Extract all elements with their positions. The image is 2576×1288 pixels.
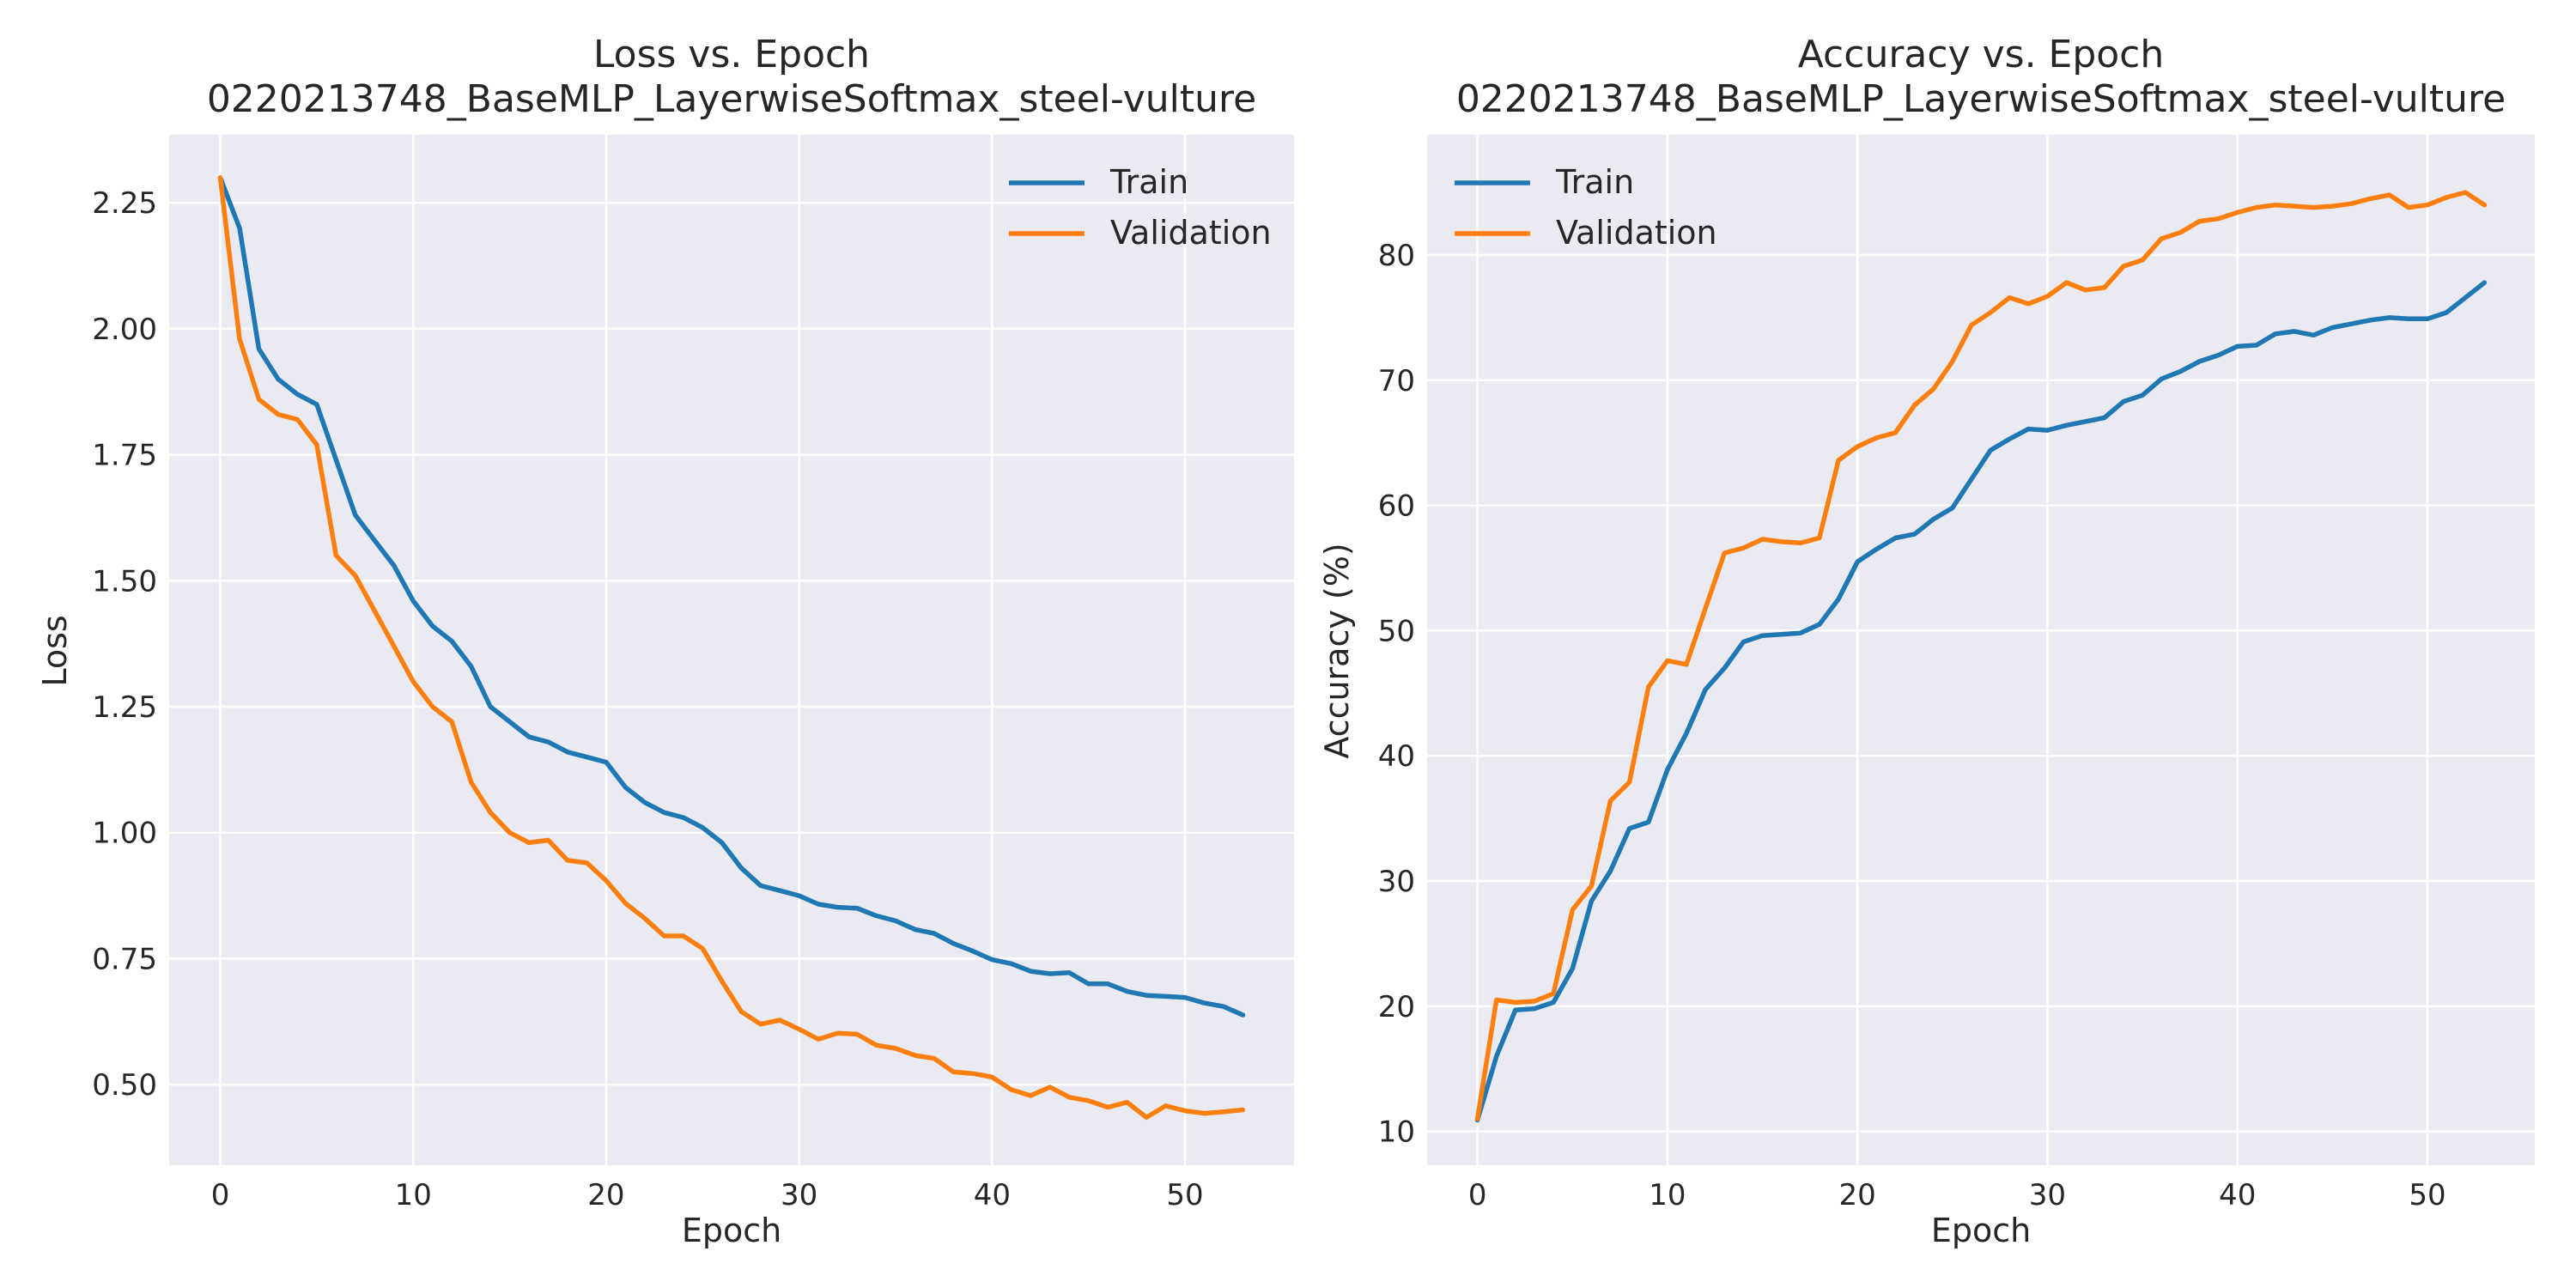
accuracy-chart-subtitle: 0220213748_BaseMLP_LayerwiseSoftmax_stee… — [1456, 77, 2506, 121]
loss-y-tick-label: 1.75 — [92, 439, 157, 473]
accuracy-x-tick-label: 10 — [1649, 1178, 1686, 1212]
accuracy-x-tick-label: 30 — [2029, 1178, 2066, 1212]
accuracy-y-tick-label: 10 — [1378, 1115, 1415, 1150]
loss-x-tick-label: 10 — [395, 1178, 432, 1212]
accuracy-plot-area — [1427, 135, 2535, 1165]
accuracy-chart-title: Accuracy vs. Epoch — [1798, 33, 2165, 76]
accuracy-legend: Train Validation — [1455, 163, 1717, 252]
accuracy-y-tick-label: 80 — [1378, 239, 1415, 273]
accuracy-series-line-validation — [1474, 190, 2488, 1121]
accuracy-y-tick-label: 20 — [1378, 990, 1415, 1024]
accuracy-legend-label-validation: Validation — [1556, 214, 1717, 252]
loss-chart-subtitle: 0220213748_BaseMLP_LayerwiseSoftmax_stee… — [207, 77, 1256, 121]
loss-legend-label-train: Train — [1109, 163, 1188, 201]
loss-y-tick-label: 1.25 — [92, 690, 157, 725]
loss-series-line-train — [217, 175, 1246, 1018]
accuracy-legend-label-train: Train — [1555, 163, 1634, 201]
accuracy-x-axis-label: Epoch — [1931, 1212, 2031, 1249]
loss-x-tick-label: 50 — [1166, 1178, 1203, 1212]
loss-plot-background — [169, 135, 1294, 1165]
loss-y-tick-label: 0.75 — [92, 942, 157, 976]
loss-x-tick-label: 0 — [211, 1178, 230, 1212]
accuracy-chart: Accuracy vs. Epoch 0220213748_BaseMLP_La… — [1318, 33, 2535, 1249]
loss-x-axis-label: Epoch — [682, 1212, 781, 1249]
accuracy-y-tick-label: 50 — [1378, 614, 1415, 648]
loss-legend-label-validation: Validation — [1110, 214, 1272, 252]
loss-plot-area — [169, 135, 1294, 1165]
loss-y-tick-label: 2.00 — [92, 313, 157, 347]
loss-x-tick-label: 30 — [781, 1178, 817, 1212]
accuracy-y-axis-label: Accuracy (%) — [1318, 543, 1356, 758]
loss-y-axis-label: Loss — [36, 615, 74, 686]
loss-x-tick-label: 20 — [587, 1178, 624, 1212]
accuracy-x-tick-label: 40 — [2219, 1178, 2256, 1212]
accuracy-x-tick-label: 20 — [1839, 1178, 1876, 1212]
accuracy-y-tick-label: 40 — [1378, 739, 1415, 774]
loss-chart: Loss vs. Epoch 0220213748_BaseMLP_Layerw… — [36, 33, 1294, 1249]
loss-legend: Train Validation — [1009, 163, 1272, 252]
accuracy-plot-background — [1427, 135, 2535, 1165]
loss-y-tick-label: 1.00 — [92, 817, 157, 851]
accuracy-y-tick-label: 30 — [1378, 865, 1415, 899]
accuracy-y-tick-label: 70 — [1378, 364, 1415, 398]
loss-x-tick-label: 40 — [974, 1178, 1011, 1212]
accuracy-x-tick-label: 0 — [1468, 1178, 1487, 1212]
accuracy-y-tick-label: 60 — [1378, 489, 1415, 524]
accuracy-series-line-train — [1474, 280, 2488, 1123]
loss-series-line-validation — [217, 175, 1246, 1121]
accuracy-x-tick-label: 50 — [2409, 1178, 2445, 1212]
loss-y-tick-label: 2.25 — [92, 186, 157, 221]
loss-chart-title: Loss vs. Epoch — [593, 33, 870, 76]
loss-y-tick-label: 0.50 — [92, 1068, 157, 1103]
loss-y-tick-label: 1.50 — [92, 564, 157, 598]
